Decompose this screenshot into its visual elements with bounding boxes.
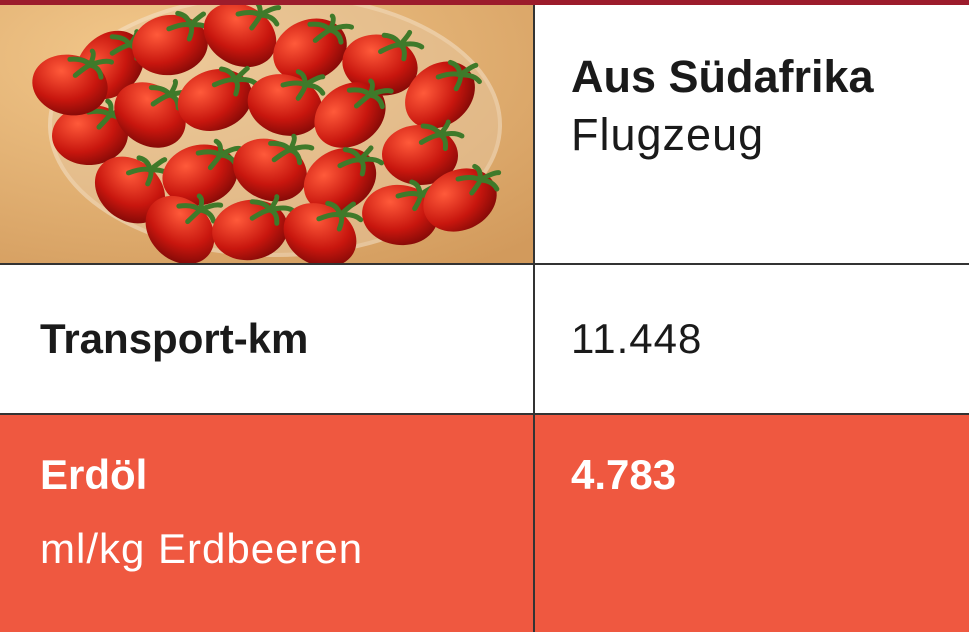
header-cell: Aus Südafrika Flugzeug	[533, 5, 969, 265]
leaf	[235, 80, 237, 94]
row-label: Erdöl	[40, 451, 147, 499]
leaf	[398, 193, 420, 196]
row-value: 11.448	[571, 315, 702, 363]
leaf	[458, 177, 480, 180]
row-value-cell: 11.448	[533, 265, 969, 415]
header-title: Aus Südafrika	[571, 51, 874, 103]
leaf	[283, 83, 305, 85]
header-subtitle: Flugzeug	[571, 109, 764, 161]
strawberry-photo	[0, 5, 533, 264]
row-label: Transport-km	[40, 315, 308, 363]
row-value-cell: 4.783	[533, 415, 969, 632]
leaf	[438, 74, 460, 77]
leaf	[238, 12, 260, 15]
page: Aus Südafrika Flugzeug Transport-km 11.4…	[0, 0, 969, 632]
row-value: 4.783	[571, 451, 676, 499]
leaf	[199, 196, 201, 210]
row-sublabel: ml/kg Erdbeeren	[40, 525, 363, 573]
row-label-cell: Transport-km	[0, 265, 533, 415]
row-label-cell: Erdöl ml/kg Erdbeeren	[0, 415, 533, 632]
